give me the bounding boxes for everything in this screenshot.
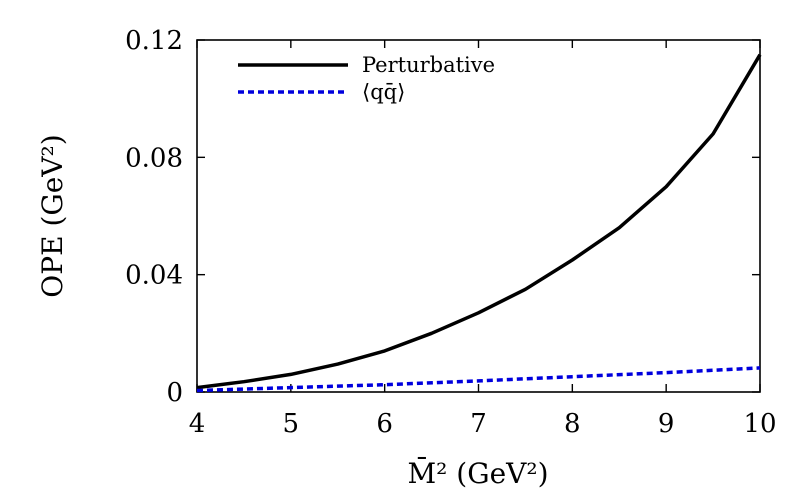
x-axis-label: M̄² (GeV²): [407, 456, 548, 490]
y-tick-label: 0.08: [125, 143, 183, 173]
legend-label-condensate: ⟨qq̄⟩: [362, 80, 405, 104]
legend-label-perturbative: Perturbative: [362, 53, 495, 77]
series-line-perturbative: [196, 53, 762, 390]
y-tick-label: 0: [166, 378, 183, 408]
x-tick-label: 7: [470, 409, 487, 439]
y-axis-label: OPE (GeV²): [36, 134, 69, 297]
x-tick-label: 6: [376, 409, 393, 439]
series-line-condensate: [196, 366, 761, 393]
legend: Perturbative ⟨qq̄⟩: [238, 53, 495, 104]
x-tick-label: 5: [283, 409, 300, 439]
series-layer: [196, 53, 762, 393]
y-tick-label: 0.12: [125, 26, 183, 56]
x-tick-label: 4: [189, 409, 206, 439]
ticks: 4 5 6 7 8 9 10 0 0.04 0.08 0.12: [125, 26, 776, 439]
x-tick-label: 9: [658, 409, 675, 439]
x-tick-label: 10: [743, 409, 776, 439]
x-tick-label: 8: [564, 409, 581, 439]
y-tick-label: 0.04: [125, 261, 183, 291]
